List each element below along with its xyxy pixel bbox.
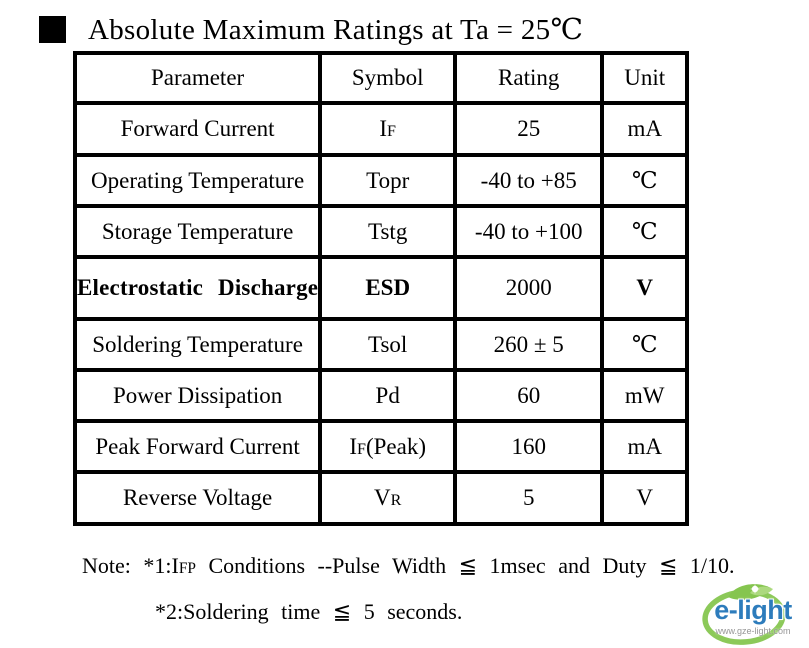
ratings-table: Parameter Symbol Rating Unit Forward Cur…	[72, 51, 690, 526]
rating-cell: -40 to +85	[453, 153, 605, 208]
unit-cell: mW	[600, 368, 690, 423]
rating-cell: 160	[453, 419, 605, 474]
note-symbol-subscript-text: FP	[178, 560, 196, 577]
symbol-cell: Pd	[318, 368, 458, 423]
rating-cell: 5	[453, 470, 605, 526]
logo-url: www.gze-light.com	[715, 626, 791, 636]
parameter-cell: Power Dissipation	[72, 368, 323, 423]
header-cell-parameter: Parameter	[72, 51, 323, 105]
parameter-cell: Electrostatic Discharge	[72, 255, 323, 321]
rating-cell: 60	[453, 368, 605, 423]
logo-brand: e-light	[714, 595, 792, 625]
unit-cell: mA	[600, 101, 690, 157]
table-row: Operating Temperature Topr -40 to +85 ℃	[72, 153, 690, 208]
symbol-text: Topr	[366, 167, 410, 193]
symbol-cell: Topr	[318, 153, 458, 208]
symbol-cell: Tsol	[318, 317, 458, 372]
rating-cell: -40 to +100	[453, 204, 605, 259]
symbol-cell: IF	[318, 101, 458, 157]
symbol-text: I	[379, 116, 388, 141]
unit-cell: V	[600, 255, 690, 321]
table-row: Electrostatic Discharge ESD 2000 V	[72, 255, 690, 321]
symbol-subscript-text: F	[387, 123, 396, 140]
table-row: Storage Temperature Tstg -40 to +100 ℃	[72, 204, 690, 259]
symbol-cell: IF(Peak)	[318, 419, 458, 474]
table-row: Reverse Voltage VR 5 V	[72, 470, 690, 526]
note-text: Note: *1:I	[82, 553, 179, 578]
section-bullet-icon	[39, 16, 66, 43]
header-cell-rating: Rating	[453, 51, 605, 105]
symbol-text: Pd	[375, 382, 400, 408]
elight-logo: e-light www.gze-light.com	[698, 584, 808, 647]
header-cell-symbol: Symbol	[318, 51, 458, 105]
unit-cell: mA	[600, 419, 690, 474]
note-line-2: *2:Soldering time ≦ 5 seconds.	[155, 599, 463, 624]
symbol-text: ESD	[365, 275, 411, 300]
symbol-cell: VR	[318, 470, 458, 526]
parameter-cell: Peak Forward Current	[72, 419, 323, 474]
symbol-text: I	[349, 433, 358, 459]
symbol-text: Tsol	[368, 331, 408, 357]
table-row: Soldering Temperature Tsol 260 ± 5 ℃	[72, 317, 690, 372]
section-header: Absolute Maximum Ratings at Ta = 25℃	[39, 12, 583, 47]
table-row: Forward Current IF 25 mA	[72, 101, 690, 157]
rating-cell: 260 ± 5	[453, 317, 605, 372]
page-title: Absolute Maximum Ratings at Ta = 25℃	[88, 14, 584, 46]
unit-cell: ℃	[600, 204, 690, 259]
table-row: Power Dissipation Pd 60 mW	[72, 368, 690, 423]
unit-cell: ℃	[600, 153, 690, 208]
logo-swoosh-icon	[702, 584, 786, 645]
rating-cell: 2000	[453, 255, 605, 321]
parameter-cell: Operating Temperature	[72, 153, 323, 208]
symbol-subscript-text: F	[357, 440, 366, 458]
symbol-suffix-text: (Peak)	[365, 433, 427, 459]
table-header-row: Parameter Symbol Rating Unit	[72, 51, 690, 105]
note-text: Conditions --Pulse Width ≦ 1msec and Dut…	[195, 553, 735, 578]
rating-cell: 25	[453, 101, 605, 157]
unit-cell: ℃	[600, 317, 690, 372]
symbol-text: Tstg	[368, 218, 408, 244]
symbol-cell: ESD	[318, 255, 458, 321]
parameter-cell: Storage Temperature	[72, 204, 323, 259]
table-row: Peak Forward Current IF(Peak) 160 mA	[72, 419, 690, 474]
note-line-1: Note: *1:IFP Conditions --Pulse Width ≦ …	[82, 553, 735, 579]
header-cell-unit: Unit	[600, 51, 690, 105]
symbol-text: V	[374, 485, 391, 510]
symbol-cell: Tstg	[318, 204, 458, 259]
parameter-cell: Soldering Temperature	[72, 317, 323, 372]
symbol-subscript-text: R	[390, 492, 402, 509]
parameter-cell: Forward Current	[72, 101, 323, 157]
unit-cell: V	[600, 470, 690, 526]
parameter-cell: Reverse Voltage	[72, 470, 323, 526]
